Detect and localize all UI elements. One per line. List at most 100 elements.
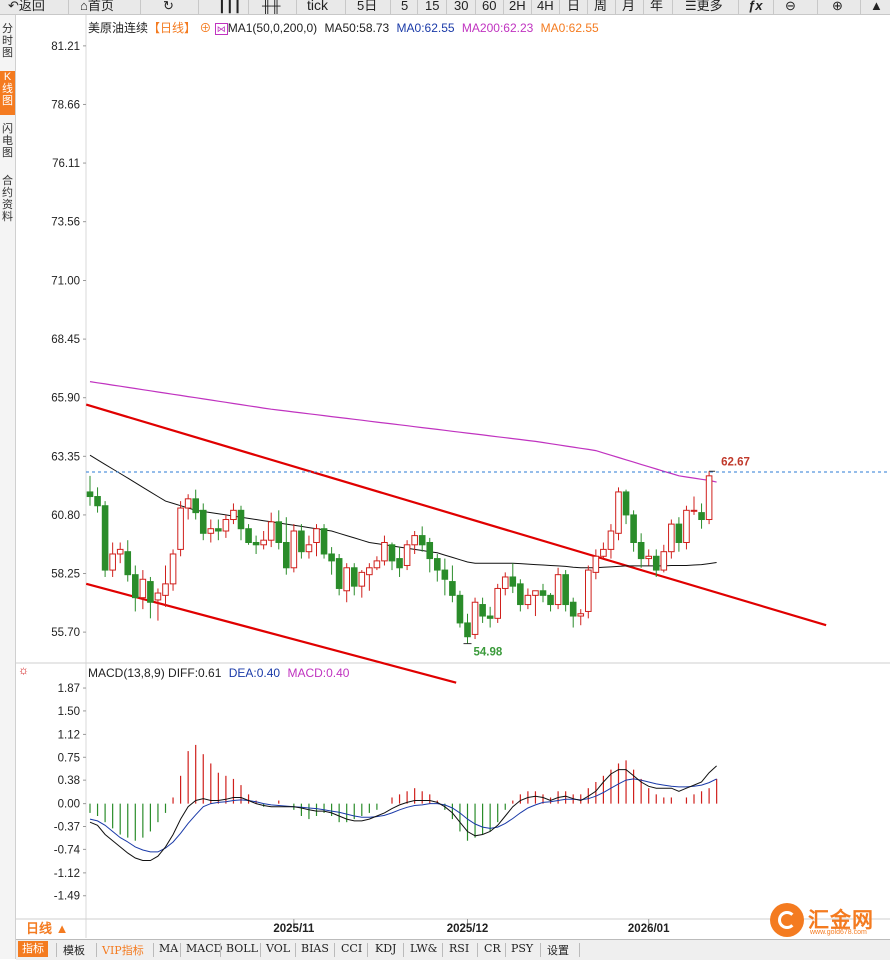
function-icon: ƒx xyxy=(748,0,763,13)
candle-body xyxy=(456,594,464,624)
candle xyxy=(615,487,622,541)
home-button[interactable]: ⌂首页 xyxy=(80,0,114,14)
macd-tick-label: 1.87 xyxy=(58,683,80,695)
tab-cci[interactable]: CCI xyxy=(341,942,363,955)
annotation-layer: 62.67 54.98 xyxy=(86,456,890,659)
logo-mark-icon xyxy=(770,903,804,937)
price-tick-label: 68.45 xyxy=(51,334,80,346)
tab-bias[interactable]: BIAS xyxy=(301,942,329,955)
macd-legend: MACD(13,8,9) DIFF:0.61 DEA:0.40 MACD:0.4… xyxy=(88,666,349,680)
macd-tick-label: 0.00 xyxy=(58,799,80,811)
tab-kline[interactable]: K线图 xyxy=(0,71,15,115)
candle xyxy=(207,519,215,543)
candle xyxy=(569,597,577,628)
period-selector[interactable]: 日线 ▲ xyxy=(16,920,84,938)
candle xyxy=(373,556,381,571)
top-toolbar: ↶返回 ⌂首页 ↻ ┃┃┃ ╫╫ tick 5日 5 15 30 60 2H 4… xyxy=(0,0,890,15)
period-day-button[interactable]: 日 xyxy=(567,0,581,13)
candle-body xyxy=(116,548,124,555)
candle xyxy=(305,535,313,559)
candle xyxy=(388,542,396,571)
tab-boll[interactable]: BOLL xyxy=(226,942,258,955)
candle-body xyxy=(486,615,494,619)
candle xyxy=(313,524,320,557)
period-2h-button[interactable]: 2H xyxy=(509,0,526,13)
sun-settings-icon[interactable]: ☼ xyxy=(18,663,29,677)
period-60-button[interactable]: 60 xyxy=(482,0,497,13)
tab-contract-info[interactable]: 合约资料 xyxy=(0,175,15,223)
date-tick-label: 2026/01 xyxy=(628,923,670,935)
candle-body xyxy=(418,535,426,546)
candle xyxy=(109,542,116,577)
candle-body xyxy=(675,523,683,543)
candle xyxy=(124,540,132,582)
candle xyxy=(675,517,683,552)
more-button[interactable]: ☰更多 xyxy=(685,0,723,14)
tab-templates[interactable]: 模板 xyxy=(63,944,85,957)
tab-ma[interactable]: MA xyxy=(159,942,179,955)
candle xyxy=(328,547,335,575)
candle xyxy=(705,471,713,525)
tab-vip-indicators[interactable]: VIP指标 xyxy=(102,944,144,957)
ma-setting: MA1(50,0,200,0) xyxy=(227,21,318,35)
tab-psy[interactable]: PSY xyxy=(511,942,534,955)
tab-macd[interactable]: MACD xyxy=(186,942,223,955)
refresh-button[interactable]: ↻ xyxy=(163,0,174,14)
chart-type-icon[interactable]: ⋈ xyxy=(214,23,228,35)
period-tag: 【日线】 xyxy=(148,21,197,35)
candle-body xyxy=(245,528,252,543)
tab-settings[interactable]: 设置 xyxy=(547,944,569,957)
tick-bars-button[interactable]: ╫╫ xyxy=(262,0,280,14)
function-button[interactable]: ƒx xyxy=(748,0,762,14)
tick-bars-icon: ╫╫ xyxy=(262,0,281,13)
tab-flash[interactable]: 闪电图 xyxy=(0,123,15,159)
zoom-in-button[interactable]: ⊕ xyxy=(832,0,843,14)
tab-flash-label: 闪电图 xyxy=(2,123,13,159)
period-4h-button[interactable]: 4H xyxy=(537,0,554,13)
candlestick-icon: ┃┃┃ xyxy=(218,0,242,13)
candlestick-button[interactable]: ┃┃┃ xyxy=(218,0,241,14)
candle-body xyxy=(615,491,622,534)
tab-lw[interactable]: LW& xyxy=(410,942,438,955)
candle xyxy=(577,609,585,626)
period-week-button[interactable]: 周 xyxy=(594,0,608,13)
macd-tick-label: 0.38 xyxy=(58,775,80,787)
tab-cr[interactable]: CR xyxy=(484,942,501,955)
candle xyxy=(260,531,267,550)
date-tick-label: 2025/12 xyxy=(447,923,489,935)
settings-icon[interactable]: ⊕ xyxy=(199,21,212,35)
tab-kdj[interactable]: KDJ xyxy=(375,942,397,955)
tick-button[interactable]: tick xyxy=(307,0,328,13)
candle-body xyxy=(207,528,215,534)
zoom-out-button[interactable]: ⊖ xyxy=(785,0,796,14)
candle xyxy=(192,489,199,520)
period-year-button[interactable]: 年 xyxy=(650,0,664,13)
period-5-button[interactable]: 5 xyxy=(401,0,409,13)
candle xyxy=(381,535,388,566)
price-tick-label: 58.25 xyxy=(51,569,80,581)
candle xyxy=(607,524,615,559)
tab-rsi[interactable]: RSI xyxy=(449,942,470,955)
candle xyxy=(94,487,101,513)
candle xyxy=(645,549,653,566)
candle xyxy=(147,576,154,619)
candle xyxy=(517,579,524,612)
candle xyxy=(464,613,471,644)
candle xyxy=(585,565,592,619)
tab-vol[interactable]: VOL xyxy=(266,942,291,955)
tab-indicators[interactable]: 指标 xyxy=(18,941,48,957)
period-month-button[interactable]: 月 xyxy=(622,0,636,13)
period-30-button[interactable]: 30 xyxy=(454,0,469,13)
period-5day-button[interactable]: 5日 xyxy=(357,0,378,13)
back-button[interactable]: ↶返回 xyxy=(8,0,45,14)
tab-timeshare-label: 分时图 xyxy=(2,23,13,59)
tab-kline-label: K线图 xyxy=(2,71,13,107)
period-15-button[interactable]: 15 xyxy=(425,0,440,13)
ma200-value: MA200:62.23 xyxy=(461,21,534,35)
scroll-up-button[interactable]: ▲ xyxy=(870,0,883,14)
candle xyxy=(652,549,660,577)
candle-body xyxy=(554,574,562,606)
tab-timeshare[interactable]: 分时图 xyxy=(0,23,15,59)
candle xyxy=(335,553,343,596)
